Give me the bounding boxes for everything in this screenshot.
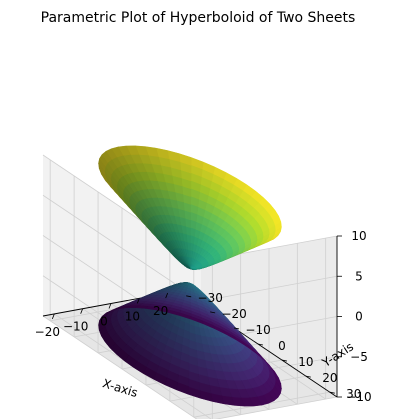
y-tick-label: 20 <box>322 371 337 385</box>
x-tick-label: 10 <box>125 309 140 323</box>
y-tick-label: −10 <box>245 323 270 337</box>
y-tick-mark <box>186 295 192 298</box>
chart-title: Parametric Plot of Hyperboloid of Two Sh… <box>41 10 356 26</box>
y-tick-label: 0 <box>278 339 286 353</box>
x-tick-label: −20 <box>35 325 60 339</box>
hyperboloid-surface <box>98 145 282 407</box>
x-axis-label: X-axis <box>101 376 140 400</box>
z-tick-label: −5 <box>350 350 368 364</box>
grid-z-back <box>215 396 338 419</box>
x-tick-label: 0 <box>100 315 108 329</box>
x-tick-mark <box>51 313 55 320</box>
z-tick-label: 10 <box>351 229 366 243</box>
surface-facet <box>101 310 112 317</box>
grid-z-left <box>42 315 198 419</box>
y-tick-mark <box>305 375 311 378</box>
surface-facet <box>190 235 195 245</box>
x-tick-mark <box>136 298 140 304</box>
x-tick-label: 20 <box>153 304 168 318</box>
z-tick-label: −10 <box>346 390 371 404</box>
y-tick-mark <box>210 311 216 314</box>
z-tick-label: 0 <box>355 310 363 324</box>
x-tick-mark <box>108 303 112 309</box>
x-tick-mark <box>80 308 84 314</box>
x-tick-mark <box>165 292 169 299</box>
y-tick-label: −20 <box>221 307 246 321</box>
z-tick-label: 5 <box>355 269 363 283</box>
y-tick-mark <box>281 359 288 362</box>
surface-facet <box>101 151 112 163</box>
y-tick-label: −30 <box>198 291 223 305</box>
x-tick-label: −10 <box>63 320 88 334</box>
y-tick-mark <box>257 343 264 346</box>
y-tick-mark <box>233 327 240 330</box>
y-tick-mark <box>329 391 335 394</box>
grid-z-left <box>42 194 202 302</box>
y-tick-label: 30 <box>346 387 361 401</box>
y-tick-label: 10 <box>298 355 313 369</box>
grid-z-back <box>200 275 338 302</box>
